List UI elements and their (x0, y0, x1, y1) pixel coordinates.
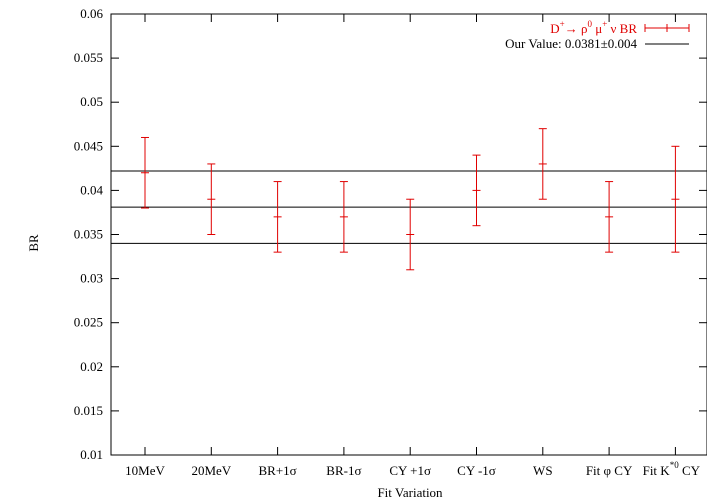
data-point (339, 181, 348, 253)
data-point (671, 145, 680, 253)
x-tick-label: BR-1σ (326, 463, 361, 478)
x-tick-label: BR+1σ (259, 463, 297, 478)
legend-series-label: D+→ ρ0 μ+ ν BR (550, 19, 637, 36)
legend-series-marker (644, 24, 690, 32)
y-tick-label: 0.02 (80, 359, 103, 374)
data-point (406, 198, 415, 271)
y-tick-label: 0.045 (74, 138, 103, 153)
x-axis-label: Fit Variation (377, 485, 443, 500)
data-point (472, 154, 481, 227)
y-tick-label: 0.03 (80, 271, 103, 286)
y-tick-label: 0.015 (74, 403, 103, 418)
x-tick-label: Fit φ CY (586, 463, 633, 478)
data-points (141, 128, 680, 271)
y-axis-label: BR (26, 234, 41, 252)
data-point (207, 163, 216, 235)
y-tick-label: 0.04 (80, 182, 103, 197)
x-tick-label: 20MeV (191, 463, 231, 478)
y-tick-label: 0.01 (80, 447, 103, 462)
y-tick-label: 0.035 (74, 227, 103, 242)
x-tick-label: CY +1σ (389, 463, 431, 478)
legend: D+→ ρ0 μ+ ν BR Our Value: 0.0381±0.004 (505, 19, 690, 51)
x-tick-label: WS (533, 463, 553, 478)
y-tick-label: 0.025 (74, 315, 103, 330)
y-tick-label: 0.055 (74, 50, 103, 65)
axes: 0.01 0.015 0.02 0.025 0.03 0.035 0.04 0.045 0.05… (74, 6, 707, 478)
x-tick-label: 10MeV (125, 463, 165, 478)
data-point (273, 181, 282, 253)
reference-lines (111, 170, 707, 244)
y-tick-label: 0.05 (80, 94, 103, 109)
x-tick-label: CY -1σ (457, 463, 496, 478)
legend-reference-label: Our Value: 0.0381±0.004 (505, 36, 637, 51)
x-tick-label: Fit K*0 CY (643, 460, 701, 478)
y-tick-label: 0.06 (80, 6, 103, 21)
data-point (538, 128, 547, 200)
data-point (141, 136, 149, 209)
data-point (605, 181, 614, 253)
